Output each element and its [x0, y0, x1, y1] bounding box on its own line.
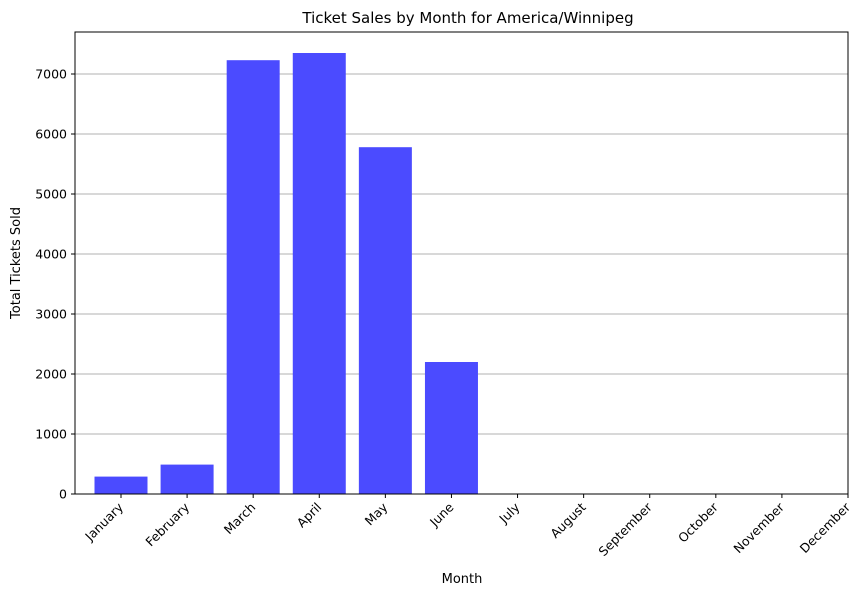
x-tick-label: June [426, 499, 457, 530]
chart-title: Ticket Sales by Month for America/Winnip… [301, 9, 633, 27]
y-tick-label: 3000 [35, 307, 67, 322]
bar-march [226, 60, 280, 494]
x-tick-label: April [294, 500, 325, 531]
y-tick-label: 7000 [35, 67, 67, 82]
x-tick-label: August [547, 499, 589, 541]
y-tick-label: 5000 [35, 187, 67, 202]
bar-february [160, 464, 214, 494]
y-tick-label: 4000 [35, 247, 67, 262]
x-tick-label: March [221, 500, 259, 538]
x-tick-label: November [730, 499, 787, 556]
gridlines [75, 73, 848, 435]
bar-june [424, 362, 478, 494]
y-tick-label: 6000 [35, 127, 67, 142]
y-axis-label: Total Tickets Sold [9, 207, 24, 320]
x-tick-label: January [81, 499, 126, 544]
x-tick-label: February [142, 499, 192, 549]
bars [94, 53, 478, 494]
x-axis: January February March April May June July Augu… [81, 494, 854, 559]
x-axis-label: Month [442, 572, 483, 587]
x-tick-label: December [797, 499, 854, 556]
y-tick-label: 1000 [35, 427, 67, 442]
y-tick-label: 2000 [35, 367, 67, 382]
x-tick-label: July [495, 499, 523, 527]
bar-january [94, 476, 148, 494]
y-axis: 0 1000 2000 3000 4000 5000 6000 7000 [35, 67, 75, 502]
x-tick-label: September [595, 499, 655, 559]
bar-april [292, 53, 346, 494]
y-tick-label: 0 [59, 487, 67, 502]
plot-frame [74, 31, 849, 495]
bar-may [358, 147, 412, 494]
x-tick-label: October [675, 499, 722, 546]
x-tick-label: May [362, 499, 391, 528]
